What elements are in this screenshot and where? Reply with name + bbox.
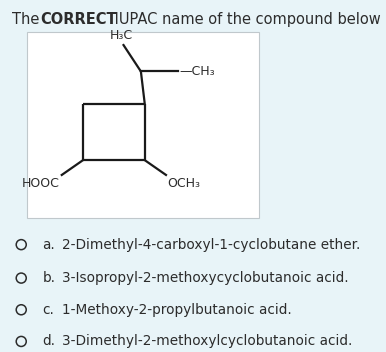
Text: a.: a. bbox=[42, 238, 55, 252]
Text: H₃C: H₃C bbox=[110, 29, 133, 42]
Text: 3-Dimethyl-2-methoxylcyclobutanoic acid.: 3-Dimethyl-2-methoxylcyclobutanoic acid. bbox=[62, 334, 352, 348]
Text: c.: c. bbox=[42, 303, 54, 317]
Text: b.: b. bbox=[42, 271, 56, 285]
Text: The: The bbox=[12, 12, 44, 27]
Bar bbox=[27, 32, 259, 218]
Text: d.: d. bbox=[42, 334, 56, 348]
Text: 3-Isopropyl-2-methoxycyclobutanoic acid.: 3-Isopropyl-2-methoxycyclobutanoic acid. bbox=[62, 271, 349, 285]
Text: 1-Methoxy-2-propylbutanoic acid.: 1-Methoxy-2-propylbutanoic acid. bbox=[62, 303, 291, 317]
Text: IUPAC name of the compound below is?: IUPAC name of the compound below is? bbox=[110, 12, 386, 27]
Text: 2-Dimethyl-4-carboxyl-1-cyclobutane ether.: 2-Dimethyl-4-carboxyl-1-cyclobutane ethe… bbox=[62, 238, 360, 252]
Text: HOOC: HOOC bbox=[22, 177, 60, 190]
Text: —CH₃: —CH₃ bbox=[179, 65, 215, 78]
Text: OCH₃: OCH₃ bbox=[167, 177, 200, 190]
Text: CORRECT: CORRECT bbox=[40, 12, 117, 27]
